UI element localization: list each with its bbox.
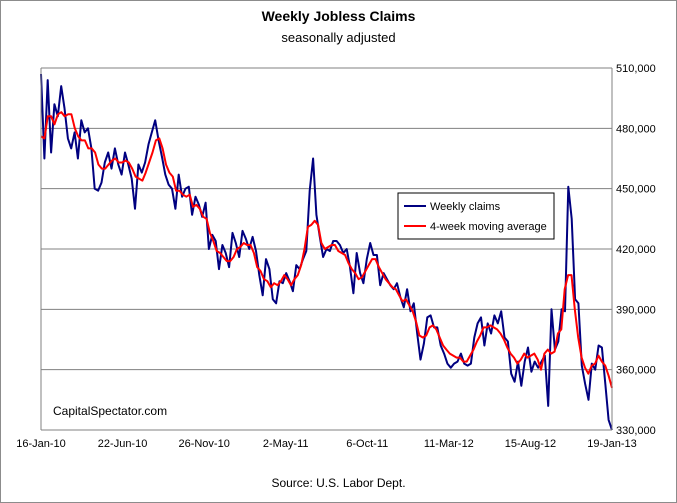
source-note: Source: U.S. Labor Dept. [271, 476, 406, 490]
series-weekly-claims [40, 73, 613, 431]
x-tick-label: 6-Oct-11 [346, 438, 388, 450]
x-tick-label: 15-Aug-12 [505, 438, 556, 450]
series-4-week-average [40, 111, 613, 389]
x-tick-label: 16-Jan-10 [16, 438, 66, 450]
x-tick-label: 19-Jan-13 [587, 438, 637, 450]
x-tick-label: 2-May-11 [263, 438, 309, 450]
y-tick-label: 420,000 [616, 244, 656, 256]
y-tick-label: 480,000 [616, 123, 656, 135]
y-tick-label: 390,000 [616, 304, 656, 316]
y-tick-label: 510,000 [616, 63, 656, 75]
x-tick-label: 11-Mar-12 [424, 438, 474, 450]
watermark-label: CapitalSpectator.com [53, 404, 167, 418]
x-tick-label: 26-Nov-10 [178, 438, 229, 450]
y-tick-label: 450,000 [616, 184, 656, 196]
legend-label-average: 4-week moving average [430, 221, 547, 233]
axis-layer: 330,000 360,000 390,000 420,000 450,000 480,0… [16, 63, 656, 450]
y-tick-label: 330,000 [616, 425, 656, 437]
y-tick-label: 360,000 [616, 365, 656, 377]
chart-title: Weekly Jobless Claims [261, 8, 416, 24]
legend-box [397, 192, 555, 240]
chart-subtitle: seasonally adjusted [281, 30, 396, 45]
series-layer [40, 73, 613, 431]
x-tick-label: 22-Jun-10 [98, 438, 148, 450]
legend-label-weekly: Weekly claims [430, 201, 501, 213]
legend: Weekly claims 4-week moving average [397, 192, 555, 240]
